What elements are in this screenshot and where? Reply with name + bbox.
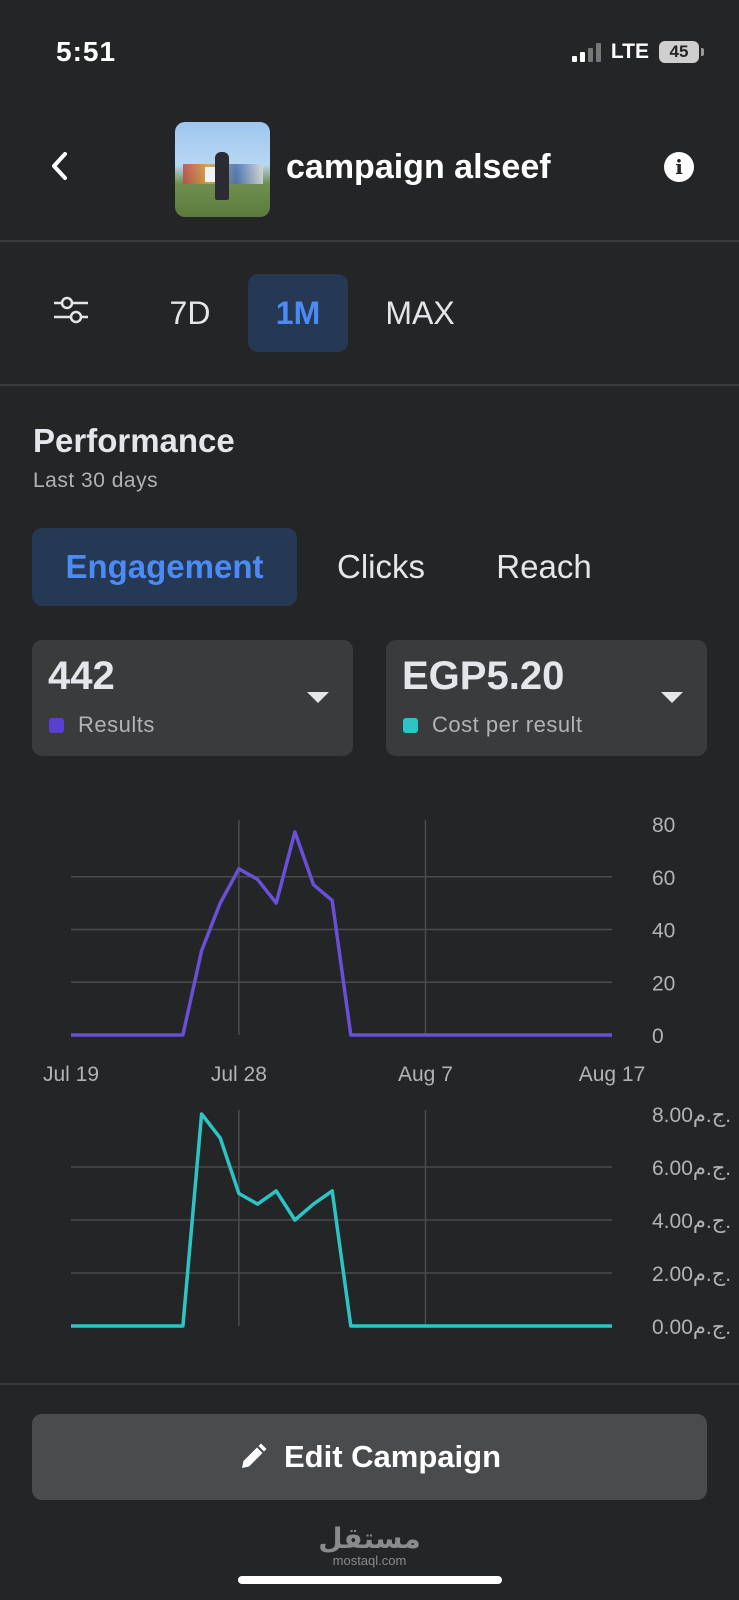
tab-engagement[interactable]: Engagement xyxy=(32,528,297,606)
y-tick-label: 2.00ج.م. xyxy=(652,1263,731,1287)
y-tick-label: 8.00ج.م. xyxy=(652,1104,731,1128)
y-tick-label: 20 xyxy=(652,972,675,995)
y-tick-label: 0.00ج.م. xyxy=(652,1316,731,1340)
signal-icon xyxy=(571,42,601,62)
filter-button[interactable] xyxy=(50,292,92,328)
kpi-cost-card[interactable]: EGP5.20 Cost per result xyxy=(386,640,707,756)
network-label: LTE xyxy=(610,40,649,63)
legend-swatch xyxy=(403,718,418,733)
edit-campaign-label: Edit Campaign xyxy=(283,1439,501,1474)
kpi-value: EGP5.20 xyxy=(402,654,565,698)
cost-chart: 8.00ج.م. 6.00ج.م. 4.00ج.م. 2.00ج.م. 0.00ج.م. xyxy=(0,1100,739,1340)
kpi-label: Cost per result xyxy=(432,712,583,737)
range-tab-max[interactable]: MAX xyxy=(385,294,455,331)
caret-down-icon xyxy=(661,692,683,703)
kpi-label: Results xyxy=(78,712,155,737)
status-indicators: LTE 45 xyxy=(571,40,704,64)
kpi-results-card[interactable]: 442 Results xyxy=(32,640,353,756)
date-range-bar: 7D 1M MAX xyxy=(0,242,739,386)
series-line xyxy=(71,1112,612,1328)
page-title: campaign alseef xyxy=(286,148,551,186)
results-chart: 80 60 40 20 0 Jul 19 Jul 28 Aug 7 Aug 17 xyxy=(0,800,739,1090)
cost-chart-svg: 8.00ج.م. 6.00ج.م. 4.00ج.م. 2.00ج.م. 0.00ج.م. xyxy=(70,1104,731,1340)
y-tick-label: 6.00ج.م. xyxy=(652,1157,731,1181)
legend-swatch xyxy=(49,718,64,733)
results-chart-svg: 80 60 40 20 0 Jul 19 Jul 28 Aug 7 Aug 17 xyxy=(43,814,675,1086)
y-tick-label: 80 xyxy=(652,814,675,837)
section-subtitle: Last 30 days xyxy=(33,469,159,492)
watermark-logo: مستقل xyxy=(318,1523,421,1554)
kpi-value: 442 xyxy=(48,654,115,698)
edit-campaign-button[interactable]: Edit Campaign xyxy=(32,1414,707,1500)
pencil-icon xyxy=(241,1443,267,1468)
back-button[interactable] xyxy=(40,146,80,186)
range-tab-1m[interactable]: 1M xyxy=(248,274,348,352)
y-tick-label: 40 xyxy=(652,920,675,943)
status-bar: 5:51 LTE 45 xyxy=(0,0,739,90)
tab-clicks[interactable]: Clicks xyxy=(337,548,425,585)
chevron-left-icon xyxy=(52,152,67,180)
y-tick-label: 0 xyxy=(652,1025,664,1048)
x-tick-label: Aug 17 xyxy=(579,1063,646,1086)
campaign-thumbnail xyxy=(175,122,270,217)
battery-icon: 45 xyxy=(659,41,704,63)
home-indicator[interactable] xyxy=(238,1576,502,1584)
series-line xyxy=(71,830,612,1037)
watermark-url: mostaql.com xyxy=(332,1553,407,1568)
x-tick-label: Jul 28 xyxy=(211,1063,267,1086)
tab-reach[interactable]: Reach xyxy=(496,548,592,585)
y-tick-label: 4.00ج.م. xyxy=(652,1210,731,1234)
status-time: 5:51 xyxy=(56,36,117,67)
sliders-icon xyxy=(54,296,88,324)
info-icon[interactable]: i xyxy=(664,152,694,182)
campaign-header: campaign alseef i xyxy=(0,110,739,242)
section-title: Performance xyxy=(33,422,235,459)
range-tab-7d[interactable]: 7D xyxy=(169,294,211,331)
y-tick-label: 60 xyxy=(652,867,675,890)
x-tick-label: Aug 7 xyxy=(398,1063,453,1086)
x-tick-label: Jul 19 xyxy=(43,1063,99,1086)
caret-down-icon xyxy=(307,692,329,703)
divider xyxy=(0,1383,739,1385)
